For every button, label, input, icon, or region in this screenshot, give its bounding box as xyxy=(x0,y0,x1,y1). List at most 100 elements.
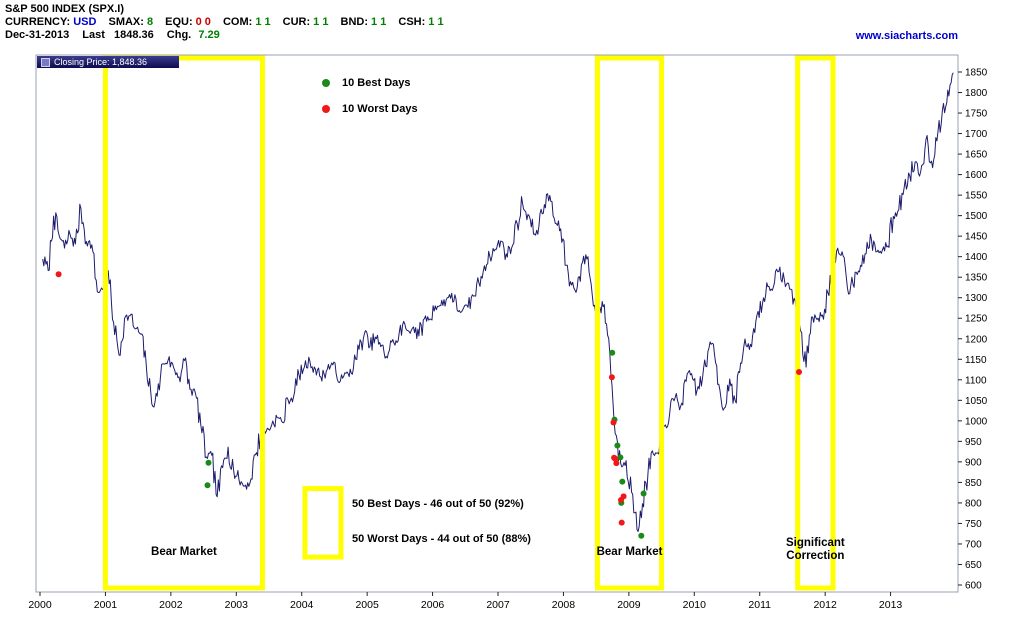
price-line xyxy=(42,72,954,532)
field-label: SMAX: xyxy=(108,16,144,28)
y-axis-label: 850 xyxy=(965,478,982,489)
best-day-marker xyxy=(619,478,626,485)
y-axis-label: 1800 xyxy=(965,88,988,99)
closing-price-legend: Closing Price: 1,848.36 xyxy=(37,56,179,68)
best-days-stat: 50 Best Days - 46 out of 50 (92%) xyxy=(352,498,524,510)
y-axis-label: 1150 xyxy=(965,355,987,366)
x-axis-label: 2000 xyxy=(28,599,52,611)
y-axis-label: 1750 xyxy=(965,109,988,120)
best-day-marker xyxy=(614,442,621,449)
annotation-label: Significant Correction xyxy=(786,537,845,562)
field-label: COM: xyxy=(222,16,253,28)
last-value: 1848.36 xyxy=(113,29,154,41)
field-value: 0 0 xyxy=(195,16,211,28)
y-axis-label: 800 xyxy=(965,498,982,509)
annotation-box xyxy=(795,55,836,591)
field-bnd: BND: 1 1 xyxy=(341,16,387,28)
y-axis-label: 1500 xyxy=(965,211,988,222)
plot-frame xyxy=(35,54,959,593)
y-axis-label: 1700 xyxy=(965,129,988,140)
best-day-marker xyxy=(205,459,212,466)
y-axis-label: 950 xyxy=(965,437,982,448)
series-swatch-icon xyxy=(41,57,50,67)
x-axis-label: 2012 xyxy=(813,599,837,611)
y-axis-label: 750 xyxy=(965,519,982,530)
x-axis-label: 2009 xyxy=(617,599,641,611)
website-link[interactable]: www.siacharts.com xyxy=(855,30,958,42)
y-axis-label: 1300 xyxy=(965,293,988,304)
worst-day-marker xyxy=(613,460,620,467)
x-axis-label: 2011 xyxy=(748,599,771,611)
annotation-box xyxy=(302,486,344,560)
field-com: COM: 1 1 xyxy=(223,16,271,28)
best-day-marker xyxy=(638,532,645,539)
header-status: Dec-31-2013 Last 1848.36 Chg. 7.29 xyxy=(5,29,220,41)
field-csh: CSH: 1 1 xyxy=(398,16,443,28)
field-cur: CUR: 1 1 xyxy=(283,16,329,28)
y-axis-label: 1000 xyxy=(965,416,988,427)
closing-price-label: Closing Price: 1,848.36 xyxy=(54,57,148,67)
last-label: Last xyxy=(82,29,105,41)
chg-value: 7.29 xyxy=(198,29,220,41)
field-label: EQU: xyxy=(165,16,193,28)
x-axis-label: 2007 xyxy=(486,599,510,611)
worst-day-marker xyxy=(610,419,617,426)
best-day-marker xyxy=(204,482,211,489)
field-value: USD xyxy=(73,16,97,28)
field-currency: CURRENCY: USD xyxy=(5,16,96,28)
y-axis-label: 1850 xyxy=(965,68,988,79)
best-days-dot-icon xyxy=(322,79,330,87)
annotation-box xyxy=(102,55,265,591)
y-axis-label: 1050 xyxy=(965,396,988,407)
y-axis-label: 1400 xyxy=(965,252,988,263)
header-fields: CURRENCY: USD SMAX: 8 EQU: 0 0 COM: 1 1 CUR:… xyxy=(5,16,453,28)
y-axis-label: 1250 xyxy=(965,314,988,325)
field-label: BND: xyxy=(340,16,369,28)
field-label: CUR: xyxy=(282,16,311,28)
y-axis-label: 1200 xyxy=(965,334,988,345)
field-value: 1 1 xyxy=(371,16,387,28)
field-label: CURRENCY: xyxy=(5,16,71,28)
y-axis-label: 1650 xyxy=(965,150,988,161)
chg-label: Chg. xyxy=(166,29,192,41)
worst-day-marker xyxy=(618,519,625,526)
worst-day-marker xyxy=(796,369,802,375)
x-axis-label: 2002 xyxy=(159,599,183,611)
x-axis-label: 2005 xyxy=(355,599,379,611)
best-day-marker xyxy=(617,454,624,461)
field-value: 1 1 xyxy=(428,16,444,28)
legend-item-best-days: 10 Best Days xyxy=(322,70,418,96)
worst-day-marker xyxy=(612,455,619,462)
date-text: Dec-31-2013 xyxy=(5,29,70,41)
field-value: 8 xyxy=(146,16,154,28)
worst-day-marker xyxy=(608,374,615,381)
field-value: 1 1 xyxy=(255,16,271,28)
x-axis-label: 2003 xyxy=(225,599,249,611)
field-smax: SMAX: 8 xyxy=(108,16,153,28)
y-axis-label: 1100 xyxy=(965,375,987,386)
field-equ: EQU: 0 0 xyxy=(165,16,211,28)
legend-item-worst-days: 10 Worst Days xyxy=(322,96,418,122)
y-axis-label: 600 xyxy=(965,581,982,592)
x-axis-label: 2001 xyxy=(94,599,118,611)
best-day-marker xyxy=(640,490,647,497)
y-axis-label: 1450 xyxy=(965,232,988,243)
x-axis-label: 2006 xyxy=(421,599,445,611)
annotation-label: Bear Market xyxy=(151,546,217,558)
page-title: S&P 500 INDEX (SPX.I) xyxy=(5,3,125,15)
annotation-label: Bear Market xyxy=(597,546,663,558)
y-axis-label: 700 xyxy=(965,539,982,550)
x-axis-label: 2004 xyxy=(290,599,314,611)
legend-label: 10 Best Days xyxy=(342,77,411,89)
best-day-marker xyxy=(609,349,616,356)
y-axis-label: 650 xyxy=(965,560,982,571)
field-label: CSH: xyxy=(398,16,426,28)
y-axis-label: 1600 xyxy=(965,170,988,181)
worst-days-dot-icon xyxy=(322,105,330,113)
legend-label: 10 Worst Days xyxy=(342,103,418,115)
marker-legend: 10 Best Days 10 Worst Days xyxy=(322,70,418,122)
y-axis-label: 900 xyxy=(965,457,982,468)
x-axis-label: 2010 xyxy=(683,599,707,611)
